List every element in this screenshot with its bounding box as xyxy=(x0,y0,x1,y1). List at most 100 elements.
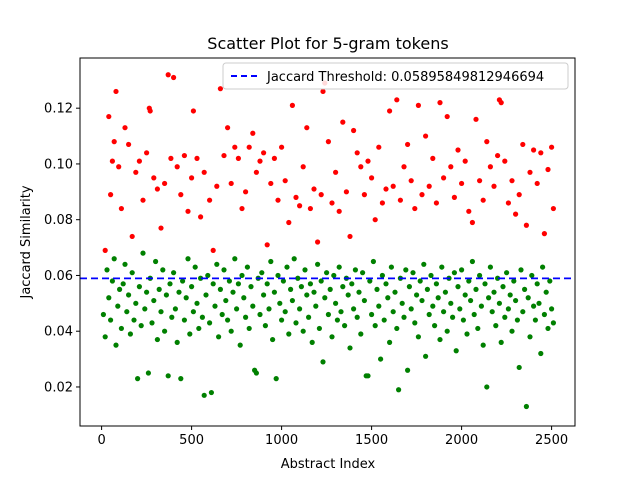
data-point xyxy=(162,328,168,334)
data-point xyxy=(271,289,277,295)
data-point xyxy=(327,286,333,292)
data-point xyxy=(392,289,398,295)
data-point xyxy=(412,205,418,212)
data-point xyxy=(286,219,292,226)
data-point xyxy=(354,150,360,156)
data-point xyxy=(343,189,349,195)
y-axis-ticks: 0.02 0.04 0.06 0.08 0.10 0.12 xyxy=(44,102,80,395)
data-point xyxy=(212,303,218,309)
data-point xyxy=(235,281,241,287)
data-point xyxy=(408,306,414,312)
data-point xyxy=(111,139,117,145)
data-point xyxy=(460,317,466,323)
data-point xyxy=(300,328,306,334)
data-point xyxy=(396,387,402,393)
data-point xyxy=(192,264,198,270)
data-point xyxy=(253,169,259,175)
data-point xyxy=(109,278,115,284)
data-point xyxy=(385,295,391,301)
data-point xyxy=(210,247,216,253)
data-point xyxy=(129,270,135,276)
x-axis-ticks: 0 500 1000 1500 2000 2500 xyxy=(97,426,568,448)
data-point xyxy=(523,222,530,228)
data-point xyxy=(199,314,205,320)
data-point xyxy=(223,297,229,304)
data-point xyxy=(545,325,551,332)
data-point xyxy=(207,320,213,326)
data-point xyxy=(334,317,340,323)
data-point xyxy=(210,281,216,287)
data-point xyxy=(457,306,463,312)
data-point xyxy=(502,158,508,164)
data-point xyxy=(387,108,393,114)
data-point xyxy=(473,286,479,292)
data-point xyxy=(345,292,351,298)
data-point xyxy=(176,289,182,295)
data-point xyxy=(307,205,313,212)
data-point xyxy=(513,211,519,217)
data-point xyxy=(372,323,378,329)
data-point xyxy=(388,264,394,270)
data-point xyxy=(273,376,279,382)
data-point xyxy=(147,108,153,114)
data-point xyxy=(444,328,450,334)
data-point xyxy=(453,348,459,354)
data-point xyxy=(108,317,114,323)
data-point xyxy=(329,334,335,340)
data-point xyxy=(513,297,519,304)
data-point xyxy=(522,286,528,292)
data-point xyxy=(208,389,214,396)
data-point xyxy=(498,339,504,345)
data-point xyxy=(433,200,439,206)
data-point xyxy=(228,328,234,334)
data-point xyxy=(401,164,407,170)
data-point xyxy=(437,336,443,343)
data-point xyxy=(336,264,342,270)
data-point xyxy=(196,325,202,332)
data-point xyxy=(243,314,249,320)
data-point xyxy=(547,278,553,284)
data-point xyxy=(509,178,515,184)
data-point xyxy=(498,100,504,106)
data-point xyxy=(459,180,465,187)
data-point xyxy=(216,334,222,340)
data-point xyxy=(268,180,274,187)
data-point xyxy=(246,325,252,332)
data-point xyxy=(376,144,382,150)
data-point xyxy=(145,370,151,376)
x-tick-label: 2500 xyxy=(535,433,568,448)
data-point xyxy=(131,317,137,323)
data-point xyxy=(484,384,490,390)
data-point xyxy=(495,275,501,281)
data-point xyxy=(250,303,256,309)
data-point xyxy=(153,258,159,265)
data-point xyxy=(289,102,295,108)
data-point xyxy=(424,286,430,292)
y-axis-label: Jaccard Similarity xyxy=(19,185,34,299)
data-point xyxy=(455,147,461,153)
data-point xyxy=(444,113,450,120)
data-point xyxy=(361,297,367,304)
data-point xyxy=(111,256,117,262)
data-point xyxy=(338,309,344,315)
data-point xyxy=(352,267,358,273)
data-point xyxy=(264,281,270,287)
data-point xyxy=(181,317,187,323)
data-point xyxy=(383,281,389,287)
data-point xyxy=(140,250,146,256)
data-point xyxy=(437,100,443,106)
data-point xyxy=(167,281,173,287)
data-point xyxy=(538,350,544,357)
data-point xyxy=(271,155,277,161)
data-point xyxy=(372,217,378,223)
data-point xyxy=(311,186,317,192)
data-point xyxy=(162,180,168,187)
data-point xyxy=(106,295,112,301)
data-point xyxy=(127,331,133,337)
data-point xyxy=(354,314,360,320)
data-point xyxy=(379,272,385,279)
data-point xyxy=(304,125,310,131)
data-point xyxy=(198,275,204,281)
data-point xyxy=(459,267,465,273)
